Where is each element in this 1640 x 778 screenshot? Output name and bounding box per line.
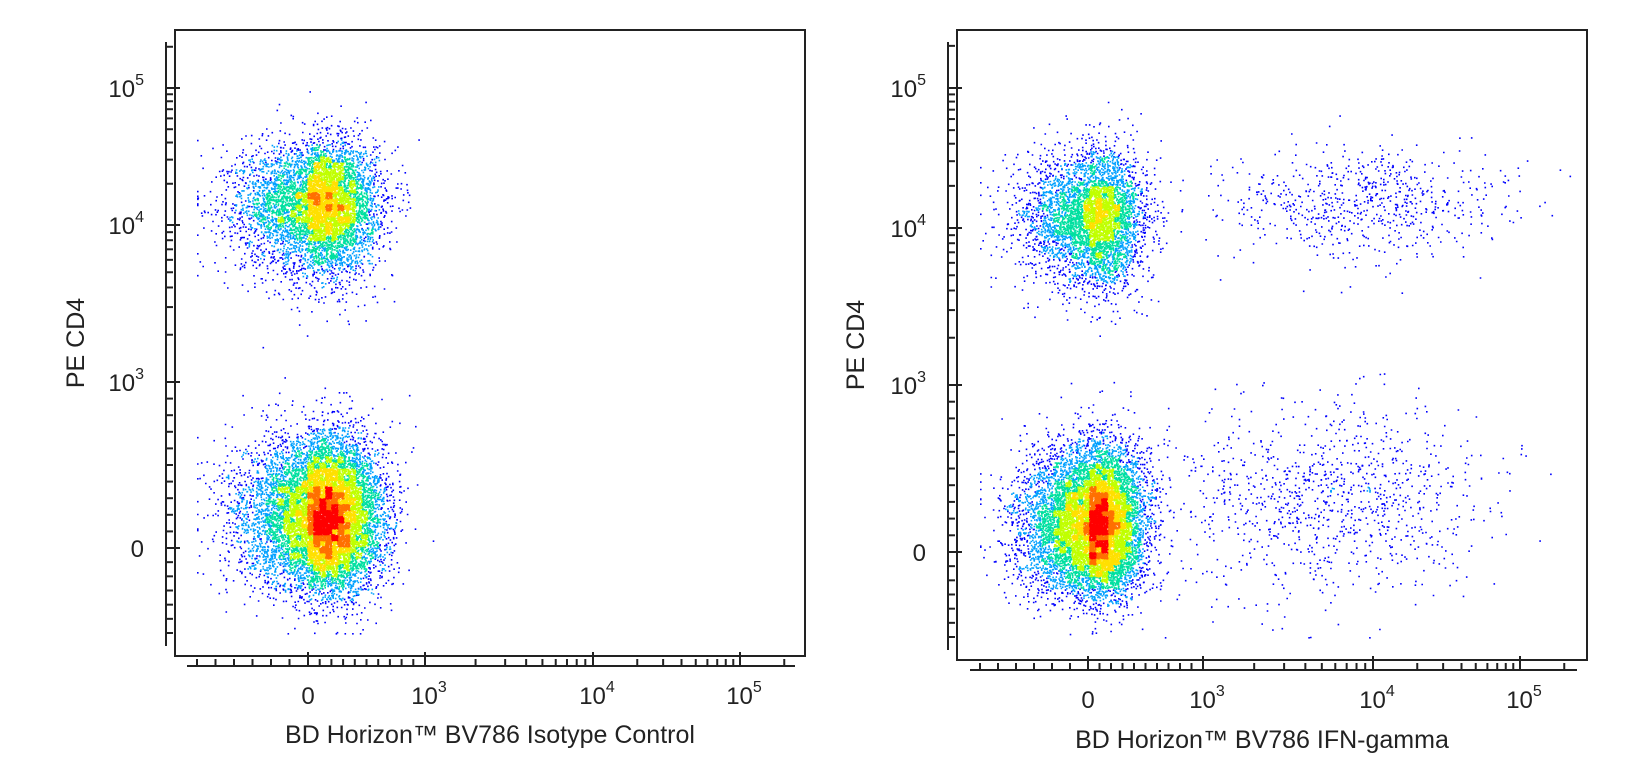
y-tick-label: 105: [890, 72, 926, 103]
y-axis-title: PE CD4: [62, 298, 90, 388]
x-tick-label: 105: [1506, 683, 1542, 714]
x-axis-ticks: 0 103 104 105: [970, 656, 1577, 714]
scatter-points: [197, 91, 435, 635]
y-tick-label: 0: [131, 536, 144, 563]
x-tick-label: 103: [411, 679, 447, 710]
scatter-point-group: [1053, 186, 1133, 584]
scatter-point-group: [1089, 498, 1109, 560]
x-tick-label: 105: [726, 679, 762, 710]
x-axis-title: BD Horizon™ BV786 IFN-gamma: [1075, 726, 1449, 754]
y-tick-label: 104: [890, 212, 926, 243]
x-axis-title: BD Horizon™ BV786 Isotype Control: [285, 721, 695, 749]
x-tick-label: 104: [1359, 683, 1395, 714]
x-tick-label: 0: [301, 683, 314, 710]
scatter-point-group: [277, 156, 369, 578]
scatter-point-group: [295, 162, 357, 572]
scatter-point-group: [1083, 486, 1121, 566]
y-tick-label: 103: [890, 369, 926, 400]
y-axis-ticks: 0 103 104 105: [108, 42, 180, 646]
plot-panel-ifn-gamma: 0 103 104 105 0 103 104 105 BD Horizon™ BV786 …: [842, 29, 1588, 754]
scatter-point-group: [1035, 156, 1143, 590]
y-tick-label: 0: [913, 540, 926, 567]
scatter-point-group: [307, 192, 351, 560]
scatter-points: [980, 101, 1572, 639]
scatter-point-group: [313, 486, 345, 542]
scatter-point-group: [253, 144, 381, 590]
x-tick-label: 0: [1081, 687, 1094, 714]
y-axis-ticks: 0 103 104 105: [890, 42, 962, 650]
x-tick-label: 104: [579, 679, 615, 710]
plot-frame: [956, 29, 1588, 661]
plot-frame: [174, 29, 806, 657]
x-tick-label: 103: [1189, 683, 1225, 714]
x-axis-ticks: 0 103 104 105: [187, 652, 795, 710]
y-axis-title: PE CD4: [842, 300, 870, 390]
y-tick-label: 105: [108, 72, 144, 103]
y-tick-label: 104: [108, 209, 144, 240]
scatter-point-group: [225, 139, 398, 602]
y-tick-label: 103: [108, 366, 144, 397]
plot-panel-isotype-control: 0 103 104 105 0 103 104 105 BD Horizon™ BV786 …: [62, 29, 806, 749]
